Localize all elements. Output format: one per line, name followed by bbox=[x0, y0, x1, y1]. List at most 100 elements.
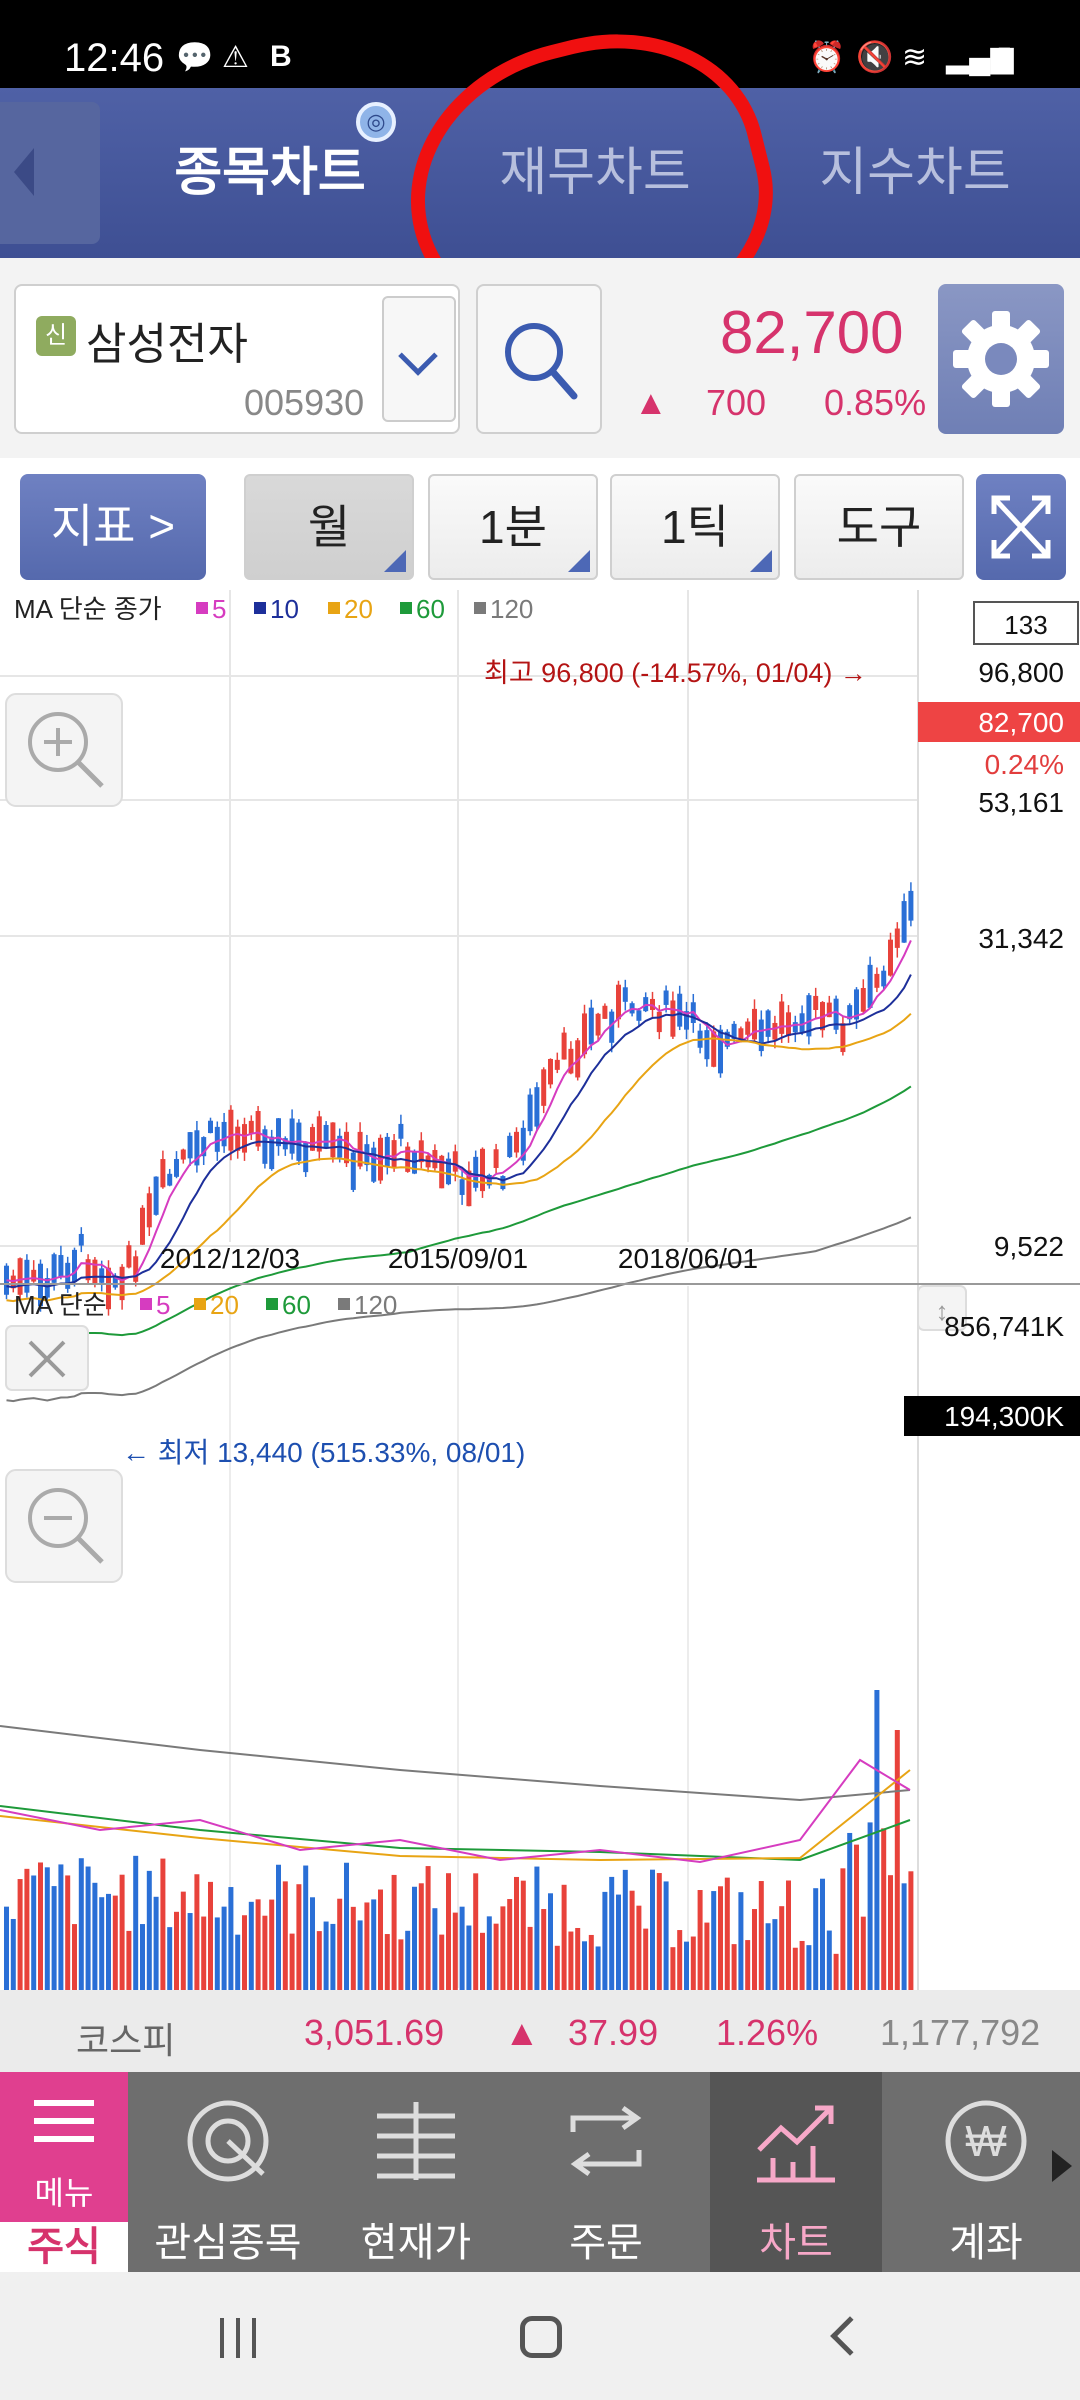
index-ticker-bar[interactable]: 코스피 3,051.69 ▲ 37.99 1.26% 1,177,792 bbox=[0, 1990, 1080, 2072]
close-icon bbox=[28, 1340, 66, 1378]
y-tick-label: 53,161 bbox=[978, 787, 1064, 818]
candle-count: 133 bbox=[1004, 610, 1047, 640]
stock-dropdown-button[interactable] bbox=[382, 296, 456, 422]
ma10-swatch bbox=[254, 602, 266, 614]
stock-info-bar: 신 삼성전자 005930 82,700 ▲ 700 0.85% bbox=[0, 258, 1080, 458]
chart-tab-bar: 종목차트 ◎ 재무차트 지수차트 bbox=[0, 88, 1080, 258]
back-icon[interactable] bbox=[830, 2316, 870, 2356]
chart-toolbar: 지표 > 월 1분 1틱 도구 bbox=[0, 458, 1080, 588]
vol-ma120-legend: 120 bbox=[354, 1290, 397, 1320]
candle-count-box bbox=[973, 601, 1079, 645]
index-value: 3,051.69 bbox=[304, 2012, 445, 2053]
stock-name: 삼성전자 bbox=[86, 320, 248, 369]
volume-scale-button[interactable]: ↕ bbox=[917, 1285, 967, 1331]
volume-current-label: 194,300K bbox=[944, 1401, 1064, 1432]
indicator-button[interactable]: 지표 > bbox=[20, 474, 206, 580]
tab-stock-chart[interactable]: 종목차트 bbox=[174, 144, 366, 202]
vol-ma120-swatch bbox=[338, 1298, 350, 1310]
low-annotation: ← 최저 13,440 (515.33%, 08/01) bbox=[122, 1437, 525, 1468]
tools-label: 도구 bbox=[836, 501, 922, 553]
nav-label-account: 계좌 bbox=[949, 2221, 1023, 2265]
search-icon bbox=[505, 323, 578, 400]
talk-icon: 💬 bbox=[176, 41, 214, 74]
nav-label-order: 주문 bbox=[569, 2221, 643, 2265]
settings-button[interactable] bbox=[938, 284, 1064, 434]
credit-badge: 신 bbox=[36, 316, 76, 356]
nav-watchlist[interactable]: 관심종목 bbox=[138, 2072, 318, 2272]
x-tick-label: 2012/12/03 bbox=[160, 1243, 300, 1274]
period-1min-label: 1분 bbox=[479, 501, 547, 553]
index-change: 37.99 bbox=[568, 2012, 659, 2053]
nav-menu-stock[interactable]: 메뉴 주식 bbox=[0, 2072, 128, 2272]
tab-financial-chart[interactable]: 재무차트 bbox=[499, 144, 691, 202]
nav-label-watchlist: 관심종목 bbox=[154, 2221, 302, 2265]
ma5-legend: 5 bbox=[212, 594, 226, 624]
hamburger-icon bbox=[34, 2100, 94, 2142]
x-tick-label: 2015/09/01 bbox=[388, 1243, 528, 1274]
tools-button[interactable]: 도구 bbox=[794, 474, 964, 580]
fullscreen-button[interactable] bbox=[976, 474, 1066, 580]
back-button[interactable] bbox=[0, 102, 100, 244]
close-volume-button[interactable] bbox=[5, 1325, 89, 1391]
period-1min-button[interactable]: 1분 bbox=[428, 474, 598, 580]
gear-icon bbox=[953, 311, 1049, 407]
back-arrow-icon bbox=[14, 148, 34, 196]
period-1tick-label: 1틱 bbox=[661, 501, 729, 553]
price-change: 700 bbox=[706, 382, 767, 423]
index-change-percent: 1.26% bbox=[716, 2012, 819, 2053]
stock-selector[interactable]: 신 삼성전자 005930 bbox=[14, 284, 460, 434]
nav-chart[interactable]: 차트 bbox=[710, 2072, 882, 2272]
vol-ma20-swatch bbox=[194, 1298, 206, 1310]
zoom-out-icon bbox=[28, 1488, 104, 1564]
period-month-button[interactable]: 월 bbox=[244, 474, 414, 580]
chart-area[interactable]: MA 단순 종가 5 10 20 60 120 133 최고 96,800 (-… bbox=[0, 590, 1080, 1990]
ma20-legend: 20 bbox=[344, 594, 373, 624]
recent-apps-icon[interactable] bbox=[220, 2318, 260, 2358]
search-button[interactable] bbox=[476, 284, 602, 434]
up-triangle-icon: ▲ bbox=[634, 384, 668, 422]
zoom-out-button[interactable] bbox=[5, 1469, 123, 1583]
nav-more-arrow-icon[interactable] bbox=[1052, 2150, 1072, 2182]
won-icon: ₩ bbox=[945, 2100, 1027, 2182]
wifi-icon: ≋ bbox=[902, 41, 928, 74]
swap-arrows-icon bbox=[570, 2105, 642, 2177]
index-name: 코스피 bbox=[76, 2020, 176, 2061]
zoom-in-button[interactable] bbox=[5, 693, 123, 807]
b-icon: B bbox=[270, 40, 292, 73]
target-icon bbox=[187, 2100, 269, 2182]
ma-legend-label: MA 단순 종가 bbox=[14, 594, 162, 624]
price-volume-chart[interactable]: MA 단순 종가 5 10 20 60 120 133 최고 96,800 (-… bbox=[0, 590, 1080, 1990]
index-volume: 1,177,792 bbox=[880, 2012, 1041, 2053]
resize-icon: ↕ bbox=[936, 1296, 949, 1326]
chevron-down-icon bbox=[398, 336, 438, 376]
current-price: 82,700 bbox=[720, 299, 904, 366]
ma5-swatch bbox=[196, 602, 208, 614]
vol-ma5-swatch bbox=[140, 1298, 152, 1310]
nav-label-stock: 주식 bbox=[0, 2222, 128, 2272]
price-list-icon bbox=[377, 2102, 455, 2180]
zoom-in-icon bbox=[28, 712, 104, 788]
current-pct-label: 0.24% bbox=[985, 749, 1064, 780]
period-month-label: 월 bbox=[307, 501, 351, 553]
y-tick-label: 9,522 bbox=[994, 1231, 1064, 1262]
nav-current-price[interactable]: 현재가 bbox=[326, 2072, 506, 2272]
nav-label-chart: 차트 bbox=[759, 2221, 833, 2265]
home-icon[interactable] bbox=[520, 2316, 562, 2358]
signal-icon: ▂▄▆ bbox=[946, 41, 1014, 74]
tab-badge-icon: ◎ bbox=[356, 102, 396, 142]
tab-index-chart[interactable]: 지수차트 bbox=[819, 144, 1011, 202]
mute-icon: 🔇 bbox=[856, 41, 894, 74]
period-1tick-button[interactable]: 1틱 bbox=[610, 474, 780, 580]
menu-label: 메뉴 bbox=[34, 2175, 94, 2211]
nav-account[interactable]: ₩ 계좌 bbox=[896, 2072, 1076, 2272]
chart-icon bbox=[757, 2105, 835, 2183]
y-tick-label: 31,342 bbox=[978, 923, 1064, 954]
status-time: 12:46 bbox=[64, 36, 165, 80]
warning-icon: ⚠ bbox=[222, 41, 249, 74]
high-annotation: 최고 96,800 (-14.57%, 01/04) → bbox=[484, 658, 867, 688]
corner-triangle-icon bbox=[568, 550, 590, 572]
svg-text:₩: ₩ bbox=[965, 2117, 1007, 2166]
vol-ma20-legend: 20 bbox=[210, 1290, 239, 1320]
vol-ma60-swatch bbox=[266, 1298, 278, 1310]
nav-order[interactable]: 주문 bbox=[516, 2072, 696, 2272]
